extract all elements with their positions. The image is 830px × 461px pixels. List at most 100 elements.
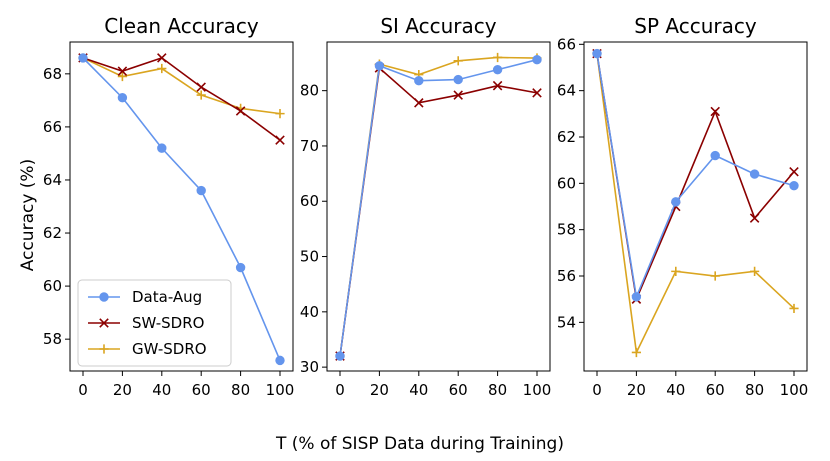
data-point xyxy=(157,53,167,63)
data-point xyxy=(235,106,246,116)
x-tick-label: 20 xyxy=(370,381,389,399)
series-line xyxy=(339,58,538,357)
series-line xyxy=(339,56,538,357)
legend-item: Data-Aug xyxy=(88,288,202,306)
x-tick-label: 20 xyxy=(113,381,132,399)
y-tick-label: 68 xyxy=(43,65,62,83)
x-tick-label: 60 xyxy=(192,381,211,399)
series-data-aug xyxy=(78,53,285,366)
data-point xyxy=(117,93,128,103)
data-point xyxy=(414,76,424,86)
axes-frame xyxy=(326,41,551,372)
y-tick-label: 54 xyxy=(557,313,576,331)
panel-title: Clean Accuracy xyxy=(104,14,259,38)
data-point xyxy=(710,150,720,161)
y-tick-label: 66 xyxy=(43,118,62,136)
series-sw-sdro xyxy=(592,48,799,304)
data-point xyxy=(789,180,799,191)
legend-marker xyxy=(99,292,109,302)
data-point xyxy=(532,54,542,65)
y-tick-label: 50 xyxy=(300,248,319,266)
panel-si-accuracy: SI Accuracy 0 20 40 60 80 100 30 40 50 60 70 80 xyxy=(300,14,551,399)
data-point xyxy=(671,266,681,276)
legend-label: GW-SDRO xyxy=(132,340,207,358)
legend-label: SW-SDRO xyxy=(132,314,204,332)
data-point xyxy=(196,82,206,92)
y-tick-label: 80 xyxy=(300,82,319,100)
data-point xyxy=(710,106,720,117)
x-tick-label: 40 xyxy=(152,381,171,399)
axes-frame xyxy=(69,41,294,372)
legend-label: Data-Aug xyxy=(132,288,202,306)
legend-marker xyxy=(99,318,109,328)
data-point xyxy=(157,63,167,74)
y-tick-label: 40 xyxy=(300,303,319,321)
y-tick-label: 64 xyxy=(43,171,62,189)
data-point xyxy=(453,74,463,85)
series-line xyxy=(82,57,281,361)
x-tick-label: 0 xyxy=(78,381,88,399)
data-point xyxy=(374,61,385,71)
series-sw-sdro xyxy=(78,53,285,145)
data-point xyxy=(453,90,463,100)
data-point xyxy=(492,80,503,91)
x-tick-label: 80 xyxy=(488,381,507,399)
x-tick-label: 40 xyxy=(409,381,428,399)
series-sw-sdro xyxy=(335,63,542,361)
data-point xyxy=(117,66,128,76)
data-point xyxy=(275,109,285,119)
data-point xyxy=(749,213,760,223)
x-tick-label: 100 xyxy=(780,381,809,399)
data-point xyxy=(631,347,641,358)
data-point xyxy=(453,56,463,66)
y-tick-label: 30 xyxy=(300,358,319,376)
panel-title: SI Accuracy xyxy=(380,14,496,38)
x-tick-label: 60 xyxy=(706,381,725,399)
data-point xyxy=(275,135,285,145)
data-point xyxy=(789,166,799,177)
series-line xyxy=(339,66,538,357)
x-tick-label: 20 xyxy=(627,381,646,399)
x-tick-label: 40 xyxy=(666,381,685,399)
y-tick-label: 62 xyxy=(43,224,62,242)
x-tick-label: 80 xyxy=(745,381,764,399)
data-point xyxy=(532,88,542,98)
y-tick-label: 58 xyxy=(43,330,62,348)
y-tick-label: 64 xyxy=(557,82,576,100)
data-point xyxy=(78,53,88,63)
data-point xyxy=(157,143,167,153)
series-line xyxy=(82,57,281,141)
data-point xyxy=(275,355,285,366)
data-point xyxy=(671,197,681,207)
data-point xyxy=(710,271,720,281)
data-point xyxy=(414,98,424,108)
y-tick-label: 58 xyxy=(557,221,576,239)
legend-marker xyxy=(99,344,109,354)
series-data-aug xyxy=(592,48,799,302)
data-point xyxy=(750,266,760,276)
x-axis-label: T (% of SISP Data during Training) xyxy=(275,434,564,454)
data-point xyxy=(196,185,206,196)
legend: Data-Aug SW-SDRO GW-SDRO xyxy=(77,279,232,367)
data-point xyxy=(235,262,246,273)
legend-item: SW-SDRO xyxy=(88,314,204,332)
data-point xyxy=(117,71,127,82)
legend-box xyxy=(77,279,232,367)
x-tick-label: 100 xyxy=(266,381,295,399)
y-axis-label: Accuracy (%) xyxy=(18,159,38,271)
data-point xyxy=(789,303,799,314)
y-tick-label: 62 xyxy=(557,128,576,146)
y-tick-label: 60 xyxy=(43,277,62,295)
y-tick-label: 70 xyxy=(300,137,319,155)
series-line xyxy=(596,53,795,300)
x-tick-label: 100 xyxy=(523,381,552,399)
data-point xyxy=(493,52,503,63)
panel-title: SP Accuracy xyxy=(634,14,757,38)
y-tick-label: 66 xyxy=(557,35,576,53)
legend-item: GW-SDRO xyxy=(88,340,207,358)
series-gw-sdro xyxy=(78,53,285,119)
panel-clean-accuracy: Clean Accuracy 0 20 40 60 80 100 58 60 62 64 66 68 xyxy=(43,14,294,399)
data-point xyxy=(592,48,602,59)
x-tick-label: 0 xyxy=(335,381,345,399)
data-point xyxy=(335,351,345,361)
